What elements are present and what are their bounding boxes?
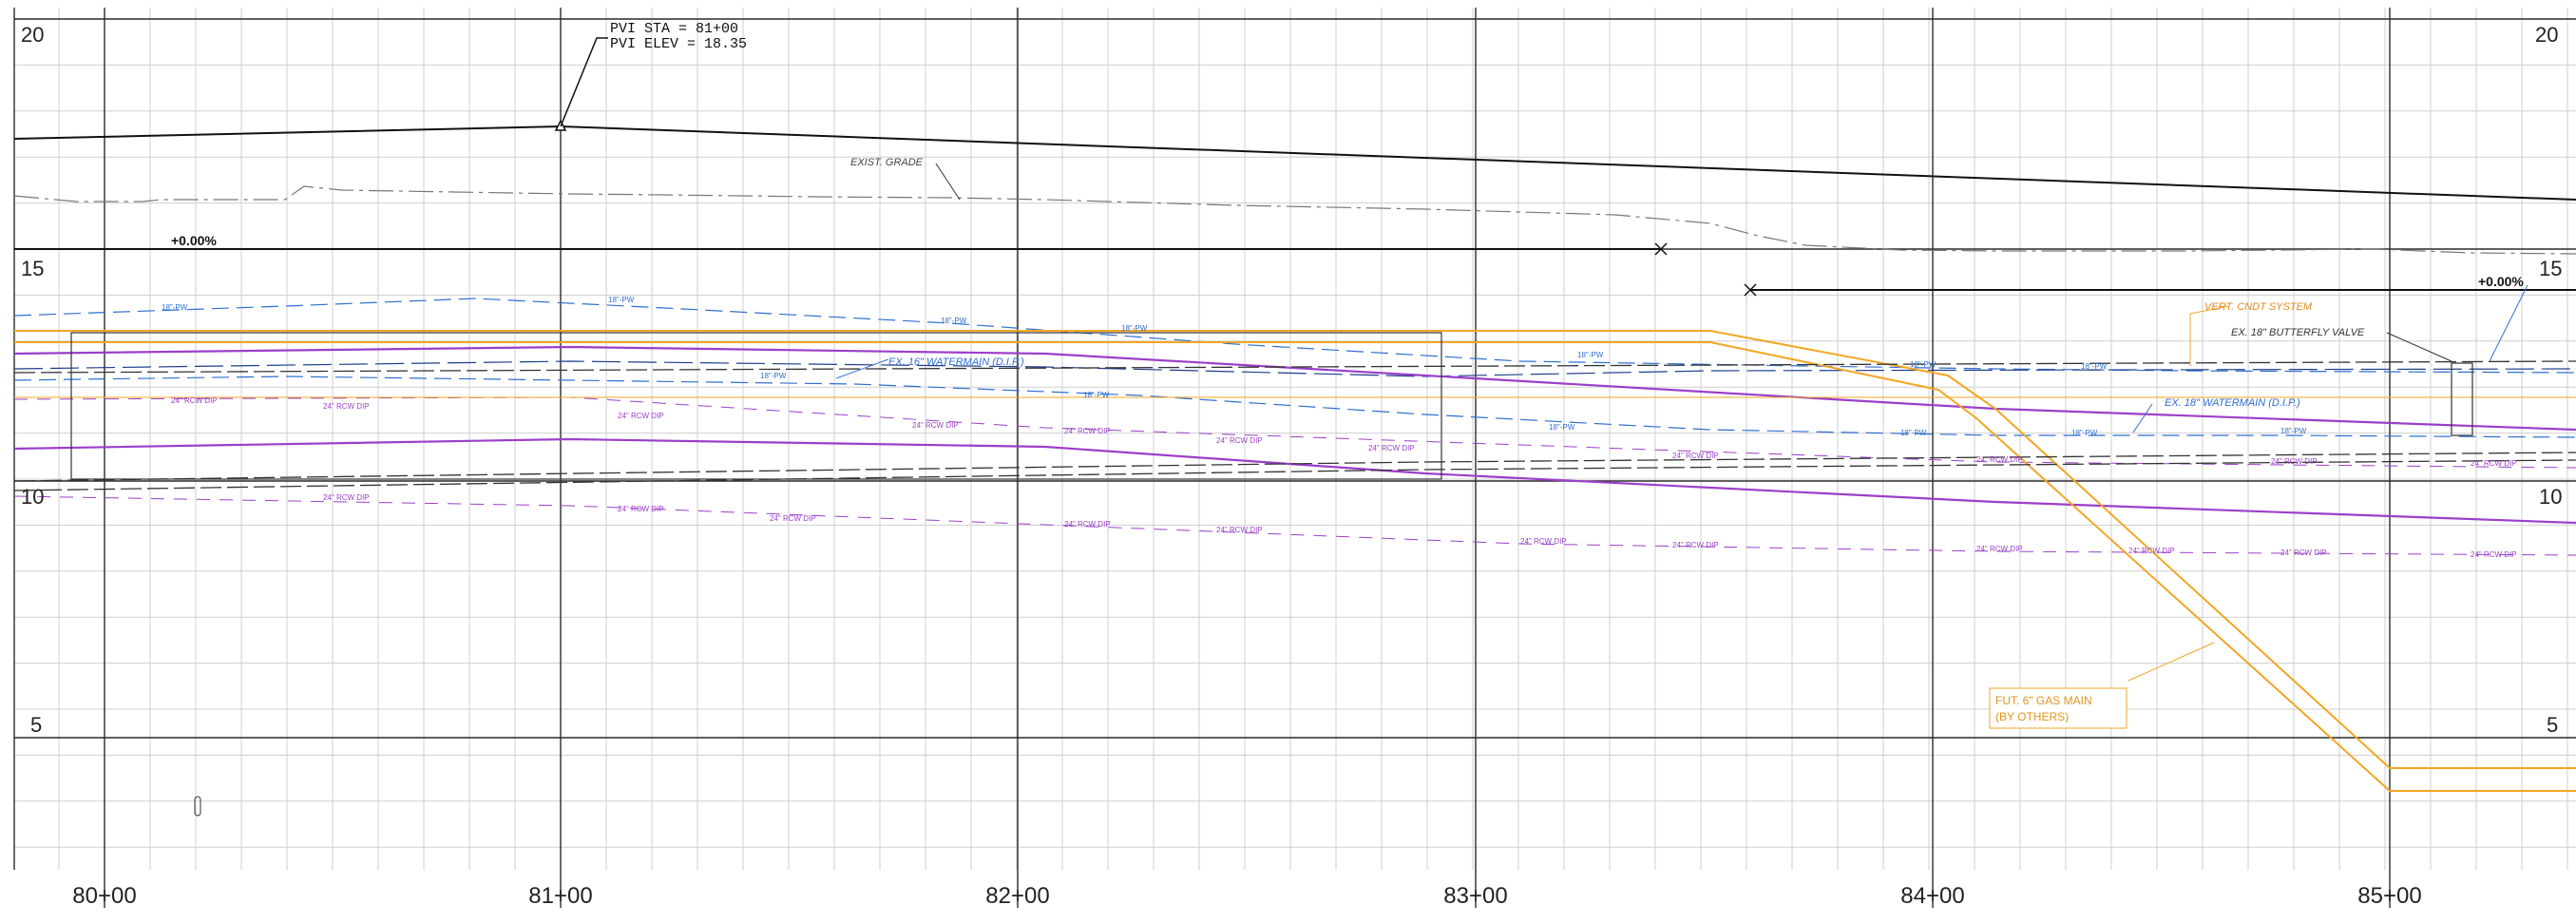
pvi-station-text: PVI STA = 81+00 bbox=[610, 21, 738, 37]
elev-label-15-left: 15 bbox=[21, 257, 44, 280]
water-lines bbox=[13, 298, 2576, 438]
station-label-8000: 80+00 bbox=[72, 883, 136, 909]
pipe-24-tag: 24" RCW DIP bbox=[2471, 459, 2517, 468]
pipe-24-tag: 24" RCW DIP bbox=[1216, 436, 1263, 445]
zero-grade-lines bbox=[14, 242, 2576, 297]
pipe-18-tag: 18"-PW bbox=[2280, 427, 2307, 435]
pipe-18-tag: 18"-PW bbox=[1549, 423, 1575, 432]
pipe-24-tag: 24" RCW DIP bbox=[1064, 427, 1111, 435]
station-label-8300: 83+00 bbox=[1443, 883, 1507, 909]
station-label-8100: 81+00 bbox=[528, 883, 592, 909]
pipe-18-tag: 18"-PW bbox=[1900, 429, 1927, 437]
leader-lines bbox=[835, 163, 2528, 682]
exist-grade-label: EXIST. GRADE bbox=[850, 157, 924, 168]
pvi-elevation-text: PVI ELEV = 18.35 bbox=[610, 36, 747, 52]
structure-rect bbox=[70, 332, 2473, 480]
pipe-24-tag: 24" RCW DIP bbox=[2471, 550, 2517, 559]
pipe-24-tag: 24" RCW DIP bbox=[1520, 537, 1567, 546]
elev-label-15-right: 15 bbox=[2539, 257, 2562, 280]
pipe-24-tag: 24" RCW DIP bbox=[1368, 444, 1415, 452]
grade-left-label: +0.00% bbox=[171, 233, 217, 248]
pipe-24-tag: 24" RCW DIP bbox=[618, 505, 664, 513]
pipe-18-tag: 18"-PW bbox=[608, 296, 635, 304]
elev-label-20-right: 20 bbox=[2535, 23, 2558, 47]
pipe-24-tag: 24" RCW DIP bbox=[1216, 526, 1263, 534]
pipe-18-tag: 18"-PW bbox=[1121, 324, 1148, 333]
pipe-24-tag: 24" RCW DIP bbox=[1976, 545, 2023, 553]
pipe-24-tag: 24" RCW DIP bbox=[2280, 549, 2327, 557]
station-label-8500: 85+00 bbox=[2357, 883, 2421, 909]
pvi-marker bbox=[554, 37, 608, 131]
pipe-24-tag: 24" RCW DIP bbox=[770, 514, 816, 523]
pipe-18-tag: 18"-PW bbox=[1577, 351, 1604, 359]
ex-watermain-left-label: EX. 16" WATERMAIN (D.I.P.) bbox=[888, 356, 1024, 368]
pipe-18-tag: 18"-PW bbox=[1083, 391, 1110, 399]
butterfly-valve-label: EX. 18" BUTTERFLY VALVE bbox=[2231, 327, 2365, 338]
station-label-8400: 84+00 bbox=[1900, 883, 1964, 909]
pipe-24-tag: 24" RCW DIP bbox=[1976, 455, 2023, 464]
dark-dashed-lines bbox=[13, 360, 2576, 491]
pipe-18-tag: 18"-PW bbox=[760, 372, 787, 380]
pipe-24-tag: 24" RCW DIP bbox=[618, 412, 664, 420]
pipe-24-tag: 24" RCW DIP bbox=[323, 493, 370, 502]
pipe-18-tag: 18"-PW bbox=[2071, 429, 2098, 437]
existing-grade bbox=[13, 185, 2576, 255]
pipe-24-tag: 24" RCW DIP bbox=[912, 421, 959, 430]
pipe-18-tag: 18"-PW bbox=[1910, 360, 1937, 369]
small-symbol bbox=[194, 796, 201, 817]
pipe-24-tag: 24" RCW DIP bbox=[171, 396, 218, 405]
elev-label-10-right: 10 bbox=[2539, 485, 2562, 509]
elev-label-5-left: 5 bbox=[30, 713, 42, 737]
gas-main-callout: FUT. 6" GAS MAIN (BY OTHERS) bbox=[1989, 687, 2128, 729]
elev-label-20-left: 20 bbox=[21, 23, 44, 47]
station-label-8200: 82+00 bbox=[985, 883, 1049, 909]
pipe-18-tag: 18"-PW bbox=[941, 317, 967, 325]
vert-cndt-label: VERT. CNDT SYSTEM bbox=[2204, 301, 2313, 313]
ex-watermain-right-label: EX. 18" WATERMAIN (D.I.P.) bbox=[2165, 397, 2300, 409]
pipe-24-tag: 24" RCW DIP bbox=[1672, 541, 1719, 549]
gas-main-label-line1: FUT. 6" GAS MAIN bbox=[1995, 694, 2092, 707]
grade-right-label: +0.00% bbox=[2478, 274, 2524, 289]
gas-main-label-line2: (BY OTHERS) bbox=[1995, 710, 2069, 723]
pipe-24-tag: 24" RCW DIP bbox=[2271, 457, 2318, 466]
elev-label-5-right: 5 bbox=[2547, 713, 2558, 737]
pipe-18-tag: 18"-PW bbox=[2081, 362, 2108, 371]
pipe-24-tag: 24" RCW DIP bbox=[2128, 547, 2175, 555]
gas-lines bbox=[14, 330, 2576, 792]
pipe-24-tag: 24" RCW DIP bbox=[1064, 520, 1111, 529]
pipe-tags: 18"-PW 18"-PW 18"-PW 18"-PW 18"-PW 18"-PW 18"-… bbox=[162, 296, 2517, 559]
pipe-18-tag: 18"-PW bbox=[162, 303, 188, 312]
elev-label-10-left: 10 bbox=[21, 485, 44, 509]
pipe-24-tag: 24" RCW DIP bbox=[323, 402, 370, 411]
pipe-24-tag: 24" RCW DIP bbox=[1672, 452, 1719, 460]
